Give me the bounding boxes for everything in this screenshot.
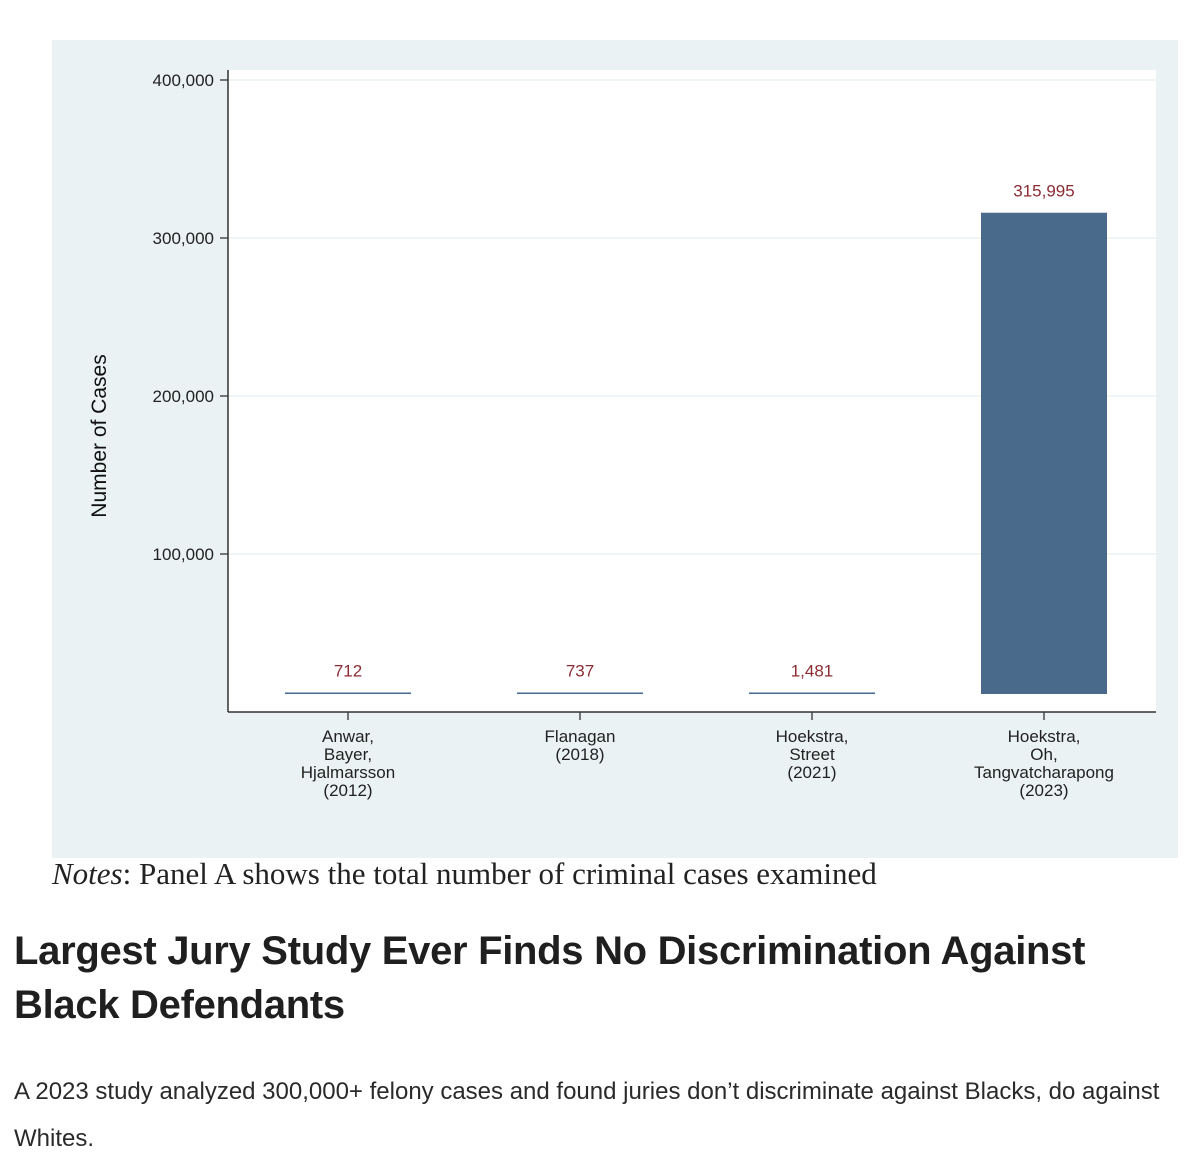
x-tick-label: Hoekstra, [1008,727,1081,746]
x-tick-label: (2021) [787,763,836,782]
x-tick-label: Oh, [1030,745,1057,764]
x-tick-label: Street [789,745,835,764]
data-label: 737 [566,662,594,681]
x-tick-label: Hjalmarsson [301,763,395,782]
data-label: 712 [334,662,362,681]
notes-text: : Panel A shows the total number of crim… [122,856,877,891]
data-label: 1,481 [791,662,834,681]
x-tick-label: Bayer, [324,745,372,764]
y-tick-label: 100,000 [153,545,214,564]
x-tick-label: Hoekstra, [776,727,849,746]
article-subtitle: A 2023 study analyzed 300,000+ felony ca… [14,1078,1160,1152]
y-tick-label: 300,000 [153,229,214,248]
chart-panel: 100,000 200,000 300,000 400,000 Number of Ca… [52,40,1178,858]
bar-chart: 100,000 200,000 300,000 400,000 Number of Ca… [88,70,1156,800]
x-tick-label: Tangvatcharapong [974,763,1114,782]
y-tick-label: 200,000 [153,387,214,406]
x-tick-label: (2018) [555,745,604,764]
bar [517,692,643,694]
bar [981,212,1107,694]
figure-notes: Notes: Panel A shows the total number of… [52,856,1152,892]
y-axis-label: Number of Cases [88,354,111,517]
bar [749,692,875,694]
x-tick-label: (2012) [323,781,372,800]
x-tick-label: (2023) [1019,781,1068,800]
article-headline[interactable]: Largest Jury Study Ever Finds No Discrim… [14,929,1086,1027]
notes-prefix: Notes [52,856,123,891]
x-tick-label: Flanagan [545,727,616,746]
data-label: 315,995 [1013,182,1074,201]
y-tick-label: 400,000 [153,71,214,90]
x-tick-label: Anwar, [322,727,374,746]
bar [285,692,411,694]
